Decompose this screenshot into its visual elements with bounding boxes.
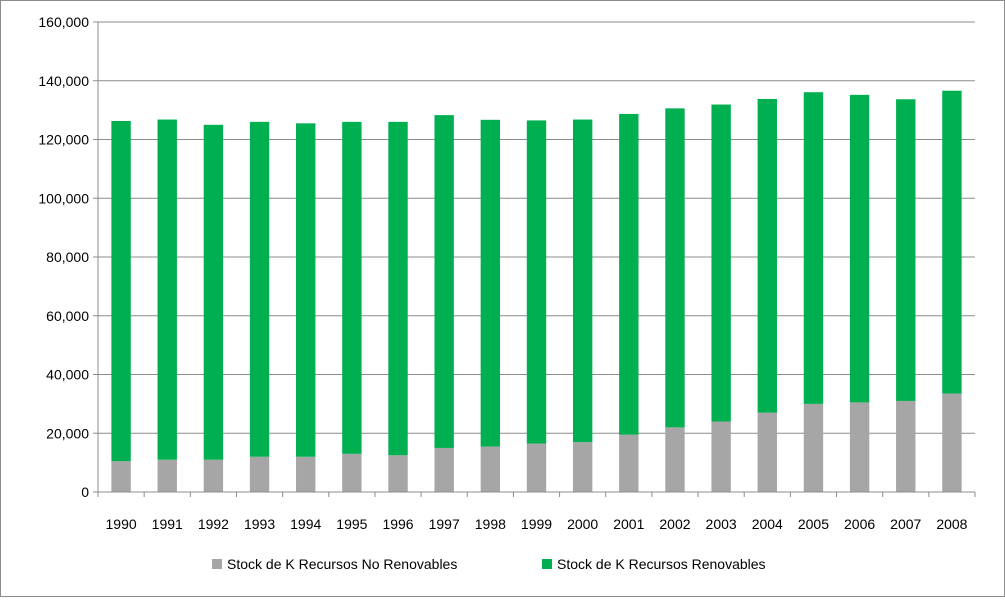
bar-no-renovables-1997: [434, 447, 454, 492]
bar-renovables-1992: [203, 124, 224, 460]
y-tick-label: 100,000: [38, 190, 89, 206]
bar-no-renovables-1995: [342, 453, 362, 492]
y-axis-tick-labels: 0 20,000 40,000 60,000 80,000 100,000 120,000 1…: [38, 14, 89, 500]
bar-no-renovables-1991: [157, 459, 177, 492]
y-tick-label: 140,000: [38, 73, 89, 89]
bar-renovables-2007: [896, 99, 916, 401]
bar-no-renovables-2007: [896, 400, 916, 492]
bar-renovables-2001: [619, 113, 639, 435]
bar-no-renovables-1993: [249, 456, 270, 492]
x-tick-label: 1996: [382, 516, 413, 532]
x-tick-label: 1997: [429, 516, 460, 532]
bar-renovables-1993: [249, 121, 270, 457]
y-tick-label: 20,000: [46, 425, 89, 441]
y-tick-label: 160,000: [38, 14, 89, 30]
x-tick-label: 1994: [290, 516, 321, 532]
x-tick-label: 2005: [798, 516, 829, 532]
x-tick-label: 1992: [198, 516, 229, 532]
legend: Stock de K Recursos No Renovables Stock d…: [212, 556, 766, 572]
bar-renovables-2005: [803, 92, 824, 404]
x-tick-label: 1990: [106, 516, 137, 532]
bar-renovables-2002: [665, 108, 685, 428]
y-tick-label: 60,000: [46, 308, 89, 324]
x-tick-label: 2004: [752, 516, 783, 532]
x-tick-label: 2008: [936, 516, 967, 532]
x-tick-label: 1995: [336, 516, 367, 532]
x-tick-label: 2007: [890, 516, 921, 532]
bar-renovables-1994: [296, 123, 316, 457]
bar-no-renovables-2003: [711, 421, 731, 492]
x-axis-tick-labels: 1990 1991 1992 1993 1994 1995 1996 1997 1998 1999…: [106, 516, 968, 532]
y-tick-label: 120,000: [38, 132, 89, 148]
bar-no-renovables-1996: [388, 455, 408, 492]
bar-no-renovables-2004: [757, 412, 777, 492]
y-tick-label: 0: [81, 484, 89, 500]
bar-renovables-1996: [388, 121, 408, 456]
x-tick-label: 1991: [152, 516, 183, 532]
bar-renovables-2000: [572, 119, 593, 443]
legend-swatch: [212, 559, 222, 569]
bar-renovables-2006: [849, 94, 870, 403]
x-tick-label: 2006: [844, 516, 875, 532]
bar-renovables-2008: [942, 90, 962, 394]
y-tick-label: 40,000: [46, 367, 89, 383]
y-tick-label: 80,000: [46, 249, 89, 265]
axes: [93, 21, 976, 497]
bar-renovables-1991: [157, 119, 177, 460]
bar-no-renovables-1992: [203, 459, 224, 492]
legend-label: Stock de K Recursos No Renovables: [227, 556, 457, 572]
legend-label: Stock de K Recursos Renovables: [557, 556, 766, 572]
bar-renovables-1997: [434, 115, 454, 448]
x-tick-label: 2003: [706, 516, 737, 532]
bar-no-renovables-1994: [296, 456, 316, 492]
bar-renovables-1998: [480, 119, 501, 447]
x-tick-label: 2002: [659, 516, 690, 532]
bar-renovables-2003: [711, 104, 731, 422]
bar-no-renovables-2005: [803, 403, 824, 492]
x-tick-label: 2001: [613, 516, 644, 532]
bar-no-renovables-1990: [111, 461, 131, 492]
bar-no-renovables-2002: [665, 427, 685, 492]
bar-no-renovables-2006: [849, 402, 870, 492]
bar-renovables-1999: [526, 120, 547, 444]
bar-renovables-1990: [111, 120, 131, 462]
bar-renovables-2004: [757, 98, 777, 413]
bar-renovables-1995: [342, 121, 362, 454]
x-tick-label: 1998: [475, 516, 506, 532]
bars: [111, 90, 962, 492]
x-tick-label: 2000: [567, 516, 598, 532]
bar-no-renovables-1998: [480, 446, 501, 492]
bar-no-renovables-2001: [619, 434, 639, 492]
x-tick-label: 1993: [244, 516, 275, 532]
bar-no-renovables-1999: [526, 443, 547, 492]
x-tick-label: 1999: [521, 516, 552, 532]
bar-no-renovables-2008: [942, 393, 962, 492]
bar-no-renovables-2000: [572, 442, 593, 492]
legend-swatch: [542, 559, 552, 569]
